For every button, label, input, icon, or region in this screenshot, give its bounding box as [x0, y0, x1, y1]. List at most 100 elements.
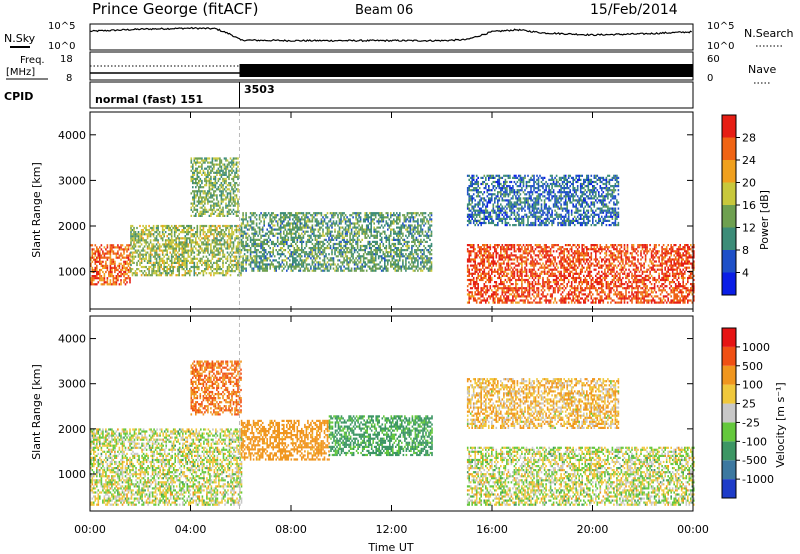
echo-cell: [424, 222, 427, 225]
echo-cell: [385, 249, 388, 252]
echo-cell: [231, 229, 233, 232]
echo-cell: [217, 243, 220, 246]
echo-cell: [388, 224, 391, 227]
echo-cell: [219, 161, 221, 164]
echo-cell: [299, 249, 302, 252]
echo-cell: [248, 244, 250, 248]
echo-cell: [281, 220, 284, 223]
echo-cell: [531, 270, 534, 273]
echo-cell: [103, 275, 106, 278]
echo-cell: [196, 171, 199, 174]
echo-cell: [142, 247, 144, 250]
echo-cell: [290, 244, 293, 248]
echo-cell: [210, 247, 212, 250]
echo-cell: [477, 246, 479, 249]
echo-cell: [133, 255, 135, 258]
echo-cell: [370, 261, 372, 264]
echo-cell: [491, 266, 493, 269]
echo-cell: [284, 255, 287, 258]
echo-cell: [255, 232, 258, 235]
echo-cell: [129, 260, 131, 263]
echo-cell: [423, 265, 425, 268]
echo-cell: [172, 247, 174, 250]
echo-cell: [151, 249, 153, 252]
echo-cell: [418, 234, 421, 237]
echo-cell: [503, 283, 505, 286]
echo-cell: [335, 249, 338, 252]
echo-cell: [469, 244, 472, 247]
echo-cell: [204, 237, 206, 240]
echo-cell: [364, 214, 366, 217]
echo-cell: [270, 220, 273, 223]
echo-cell: [190, 202, 193, 205]
echo-cell: [528, 250, 531, 253]
echo-cell: [500, 295, 502, 298]
echo-cell: [175, 241, 177, 244]
echo-cell: [478, 268, 481, 271]
echo-cell: [189, 224, 191, 228]
echo-cell: [350, 242, 353, 246]
echo-cell: [136, 251, 138, 254]
echo-cell: [409, 218, 412, 221]
echo-cell: [515, 289, 517, 292]
echo-cell: [421, 218, 424, 221]
echo-cell: [213, 237, 215, 240]
echo-cell: [284, 226, 287, 229]
echo-cell: [201, 270, 203, 273]
echo-cell: [495, 291, 498, 294]
echo-cell: [225, 157, 227, 160]
echo-cell: [405, 267, 407, 270]
echo-cell: [173, 257, 176, 260]
echo-cell: [210, 171, 212, 174]
echo-cell: [196, 243, 199, 246]
echo-cell: [279, 220, 282, 223]
echo-cell: [283, 220, 285, 223]
echo-cell: [501, 266, 504, 269]
echo-cell: [489, 262, 492, 265]
echo-cell: [542, 266, 544, 269]
echo-cell: [338, 259, 341, 262]
echo-cell: [229, 245, 232, 248]
echo-cell: [217, 272, 220, 275]
echo-cell: [497, 293, 499, 296]
echo-cell: [235, 163, 238, 166]
echo-cell: [370, 251, 372, 254]
echo-cell: [237, 241, 239, 244]
echo-cell: [257, 242, 259, 246]
echo-cell: [204, 247, 206, 250]
echo-cell: [393, 238, 395, 241]
echo-cell: [537, 287, 540, 290]
echo-cell: [166, 257, 168, 260]
echo-cell: [370, 242, 372, 246]
echo-cell: [287, 236, 290, 239]
echo-cell: [226, 167, 229, 170]
echo-cell: [228, 265, 230, 269]
echo-cell: [344, 214, 347, 217]
echo-cell: [301, 236, 303, 239]
echo-cell: [305, 212, 308, 215]
echo-cell: [176, 243, 179, 246]
echo-cell: [513, 274, 516, 277]
echo-cell: [270, 242, 273, 246]
echo-cell: [211, 233, 214, 236]
echo-cell: [528, 293, 531, 296]
echo-cell: [429, 216, 431, 219]
echo-cell: [117, 268, 119, 272]
echo-cell: [137, 233, 140, 236]
echo-cell: [237, 229, 239, 232]
echo-cell: [137, 245, 140, 248]
echo-cell: [362, 232, 365, 235]
echo-cell: [427, 249, 430, 252]
echo-cell: [257, 234, 259, 237]
echo-cell: [151, 274, 153, 277]
echo-cell: [540, 285, 543, 288]
echo-cell: [494, 291, 496, 294]
echo-cell: [397, 242, 400, 246]
echo-cell: [225, 224, 227, 228]
echo-cell: [364, 244, 366, 248]
echo-cell: [210, 259, 212, 262]
echo-cell: [430, 224, 433, 227]
echo-cell: [301, 259, 303, 262]
echo-cell: [263, 251, 265, 254]
echo-cell: [477, 274, 479, 277]
